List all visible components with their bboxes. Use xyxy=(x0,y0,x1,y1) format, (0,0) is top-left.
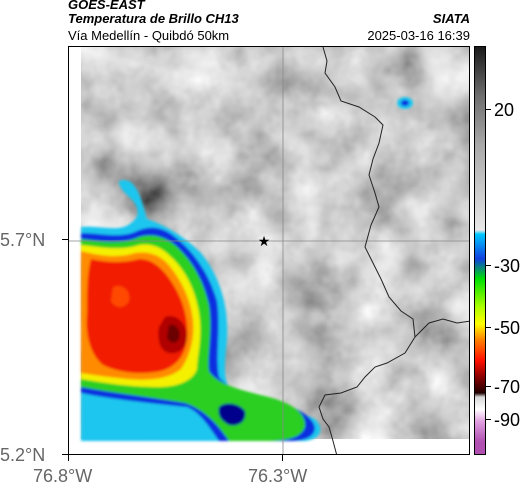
cold-spot-inner xyxy=(401,100,409,106)
contour-warm-spot xyxy=(111,285,130,307)
cbar-label-neg50: -50 xyxy=(494,318,521,338)
y-tick-5-2 xyxy=(62,454,68,455)
department-border xyxy=(318,47,416,454)
route-subtitle: Vía Medellín - Quibdó 50km xyxy=(68,28,230,43)
x-label-76-3: 76.3°W xyxy=(248,466,308,486)
cbar-tick-20 xyxy=(486,109,491,110)
satellite-title: GOES-EAST xyxy=(68,0,145,12)
timestamp-label: 2025-03-16 16:39 xyxy=(367,28,470,43)
x-label-76-8: 76.8°W xyxy=(33,466,93,486)
y-tick-5-7 xyxy=(62,239,68,240)
y-label-5-2: 5.2°N xyxy=(0,445,46,465)
satellite-map: ★ xyxy=(68,46,470,455)
cbar-tick-neg50 xyxy=(486,327,491,328)
cbar-label-neg30: -30 xyxy=(494,256,521,276)
colorbar xyxy=(474,46,486,455)
contour-maroon xyxy=(167,324,180,343)
x-tick-76-3 xyxy=(282,455,283,461)
star-icon: ★ xyxy=(258,234,271,250)
department-border-branch xyxy=(414,318,469,338)
small-cold-cloud xyxy=(397,97,413,109)
cbar-label-neg90: -90 xyxy=(494,410,521,430)
cbar-tick-neg30 xyxy=(486,265,491,266)
brand-label: SIATA xyxy=(432,11,470,26)
y-label-5-7: 5.7°N xyxy=(0,230,46,250)
cbar-tick-neg70 xyxy=(486,386,491,387)
cbar-label-20: 20 xyxy=(494,100,515,120)
brightness-temperature-field: ★ xyxy=(69,47,469,454)
colorbar-gradient xyxy=(475,47,485,454)
contour-dark-blue xyxy=(218,403,246,426)
cbar-label-neg70: -70 xyxy=(494,377,521,397)
cbar-tick-neg90 xyxy=(486,419,491,420)
convective-cell xyxy=(81,179,321,442)
x-tick-76-8 xyxy=(68,455,69,461)
product-title: Temperatura de Brillo CH13 xyxy=(68,11,239,26)
